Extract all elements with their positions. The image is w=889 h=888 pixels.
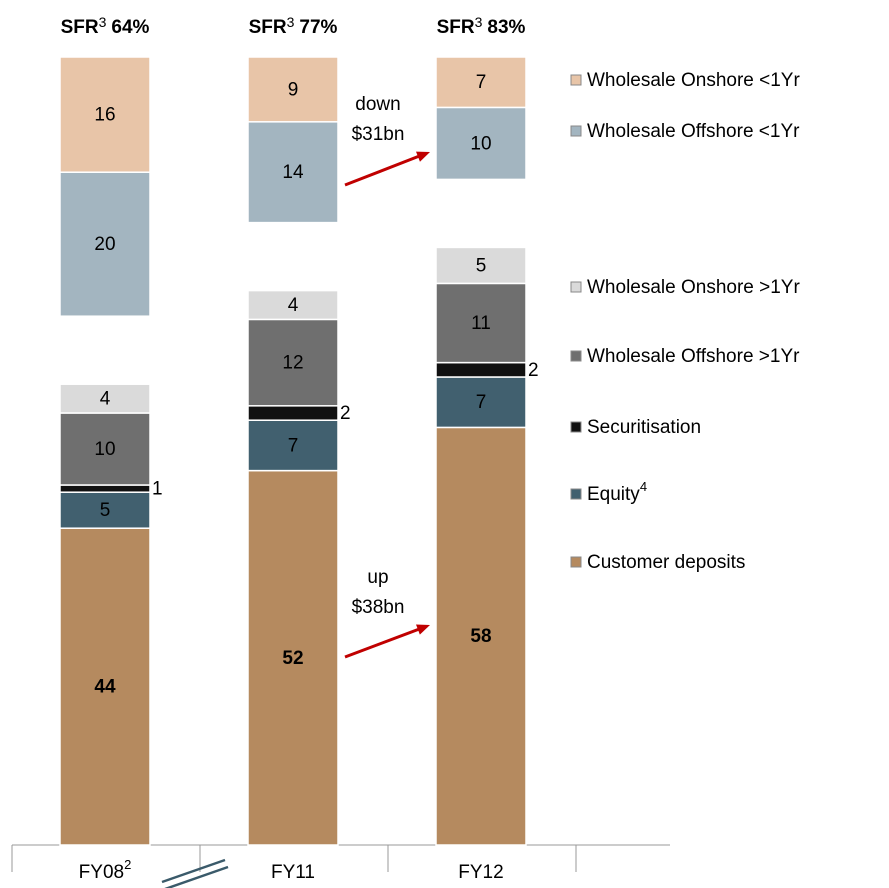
header-ratio: 64% (111, 17, 149, 38)
category-label: FY08 (79, 862, 124, 883)
bar-segment (59, 171, 151, 317)
legend-name: Customer deposits (587, 552, 745, 573)
annotation-text: up (367, 567, 388, 588)
legend-marker (570, 74, 582, 86)
data-label: 44 (94, 677, 116, 698)
column-header: SFR3 83% (437, 14, 526, 38)
bar-segment (435, 361, 527, 378)
data-label: 52 (282, 648, 303, 669)
x-tick-label: FY11 (271, 862, 315, 883)
header-label: SFR (61, 17, 99, 38)
axis-break (164, 865, 229, 888)
legend-marker (570, 421, 582, 433)
header-label: SFR (249, 17, 287, 38)
header-sup: 3 (287, 14, 295, 30)
bar-segment (59, 484, 151, 493)
column-header: SFR3 64% (61, 14, 150, 38)
legend-marker (570, 281, 582, 293)
bar-segment (435, 282, 527, 364)
legend-name: Wholesale Offshore >1Yr (587, 346, 800, 367)
legend-label: Equity4 (587, 479, 647, 505)
data-label: 16 (94, 105, 115, 126)
legend-label: Wholesale Onshore <1Yr (587, 70, 800, 91)
legend-name: Wholesale Onshore <1Yr (587, 70, 800, 91)
header-ratio: 83% (487, 17, 525, 38)
data-label: 7 (476, 392, 487, 413)
header-sup: 3 (99, 14, 107, 30)
bar-segment (247, 469, 339, 846)
data-label: 2 (528, 360, 539, 381)
bar-segment (435, 106, 527, 181)
legend-name: Securitisation (587, 417, 701, 438)
annotation-text: down (355, 94, 400, 115)
data-label: 10 (94, 439, 115, 460)
category-label: FY11 (271, 862, 315, 883)
legend-marker (570, 488, 582, 500)
bar-segment (435, 426, 527, 846)
bar-segment (247, 419, 339, 472)
data-label: 5 (476, 255, 487, 276)
data-label: 7 (476, 72, 487, 93)
legend-label: Wholesale Offshore <1Yr (587, 121, 800, 142)
data-label: 4 (100, 389, 111, 410)
data-label: 5 (100, 500, 111, 521)
legend-name: Wholesale Offshore <1Yr (587, 121, 800, 142)
header-label: SFR (437, 17, 475, 38)
legend-sup: 4 (640, 479, 647, 494)
bar-segment (59, 412, 151, 486)
bar-segment (247, 289, 339, 321)
bar-segment (247, 405, 339, 421)
legend-name: Wholesale Onshore >1Yr (587, 277, 800, 298)
legend-label: Customer deposits (587, 552, 745, 573)
category-sup: 2 (124, 857, 131, 872)
column-header: SFR3 77% (249, 14, 338, 38)
annotation-text: $31bn (352, 124, 405, 145)
bar-segment (59, 56, 151, 173)
x-tick-label: FY12 (458, 862, 503, 883)
arrow-head (416, 624, 430, 635)
bar-segment (435, 246, 527, 285)
legend-name: Equity (587, 484, 640, 505)
arrow-head (416, 151, 430, 162)
bar-segment (59, 383, 151, 414)
data-label: 1 (152, 479, 163, 500)
legend-label: Securitisation (587, 417, 701, 438)
annotation-text: $38bn (352, 597, 405, 618)
x-tick-label: FY082 (79, 857, 132, 883)
annotation-arrow (344, 153, 423, 187)
data-label: 12 (282, 353, 303, 374)
data-label: 4 (288, 295, 299, 316)
legend-marker (570, 125, 582, 137)
legend-marker (570, 350, 582, 362)
data-label: 10 (470, 133, 491, 154)
data-label: 9 (288, 79, 299, 100)
bar-segment (59, 491, 151, 529)
bar-segment (435, 56, 527, 109)
data-label: 20 (94, 234, 115, 255)
legend-label: Wholesale Offshore >1Yr (587, 346, 800, 367)
bar-segment (59, 527, 151, 846)
bar-segment (247, 121, 339, 224)
bar-segment (247, 56, 339, 123)
data-label: 14 (282, 162, 304, 183)
data-label: 2 (340, 403, 351, 424)
category-label: FY12 (458, 862, 503, 883)
data-label: 7 (288, 435, 299, 456)
data-label: 11 (471, 313, 491, 334)
annotation-arrow (344, 626, 423, 659)
header-ratio: 77% (299, 17, 337, 38)
bar-segment (435, 376, 527, 429)
legend-label: Wholesale Onshore >1Yr (587, 277, 800, 298)
legend-marker (570, 556, 582, 568)
header-sup: 3 (475, 14, 483, 30)
bar-segment (247, 318, 339, 407)
axis-break (161, 858, 226, 884)
data-label: 58 (470, 626, 491, 647)
